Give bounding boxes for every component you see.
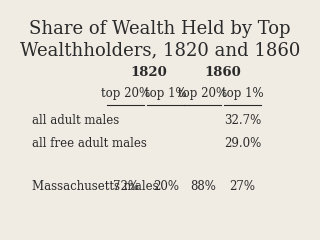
Text: 88%: 88% xyxy=(190,180,216,193)
Text: top 20%: top 20% xyxy=(178,87,227,100)
Text: 1820: 1820 xyxy=(130,66,167,79)
Text: 72%: 72% xyxy=(113,180,139,193)
Text: 27%: 27% xyxy=(230,180,256,193)
Text: top 20%: top 20% xyxy=(101,87,150,100)
Text: 32.7%: 32.7% xyxy=(224,114,261,126)
Text: 20%: 20% xyxy=(153,180,179,193)
Text: Share of Wealth Held by Top
Wealthholders, 1820 and 1860: Share of Wealth Held by Top Wealthholder… xyxy=(20,20,300,59)
Text: 1860: 1860 xyxy=(204,66,241,79)
Text: top 1%: top 1% xyxy=(145,87,187,100)
Text: top 1%: top 1% xyxy=(222,87,263,100)
Text: all adult males: all adult males xyxy=(32,114,119,126)
Text: Massachusetts males: Massachusetts males xyxy=(32,180,158,193)
Text: all free adult males: all free adult males xyxy=(32,137,147,150)
Text: 29.0%: 29.0% xyxy=(224,137,261,150)
